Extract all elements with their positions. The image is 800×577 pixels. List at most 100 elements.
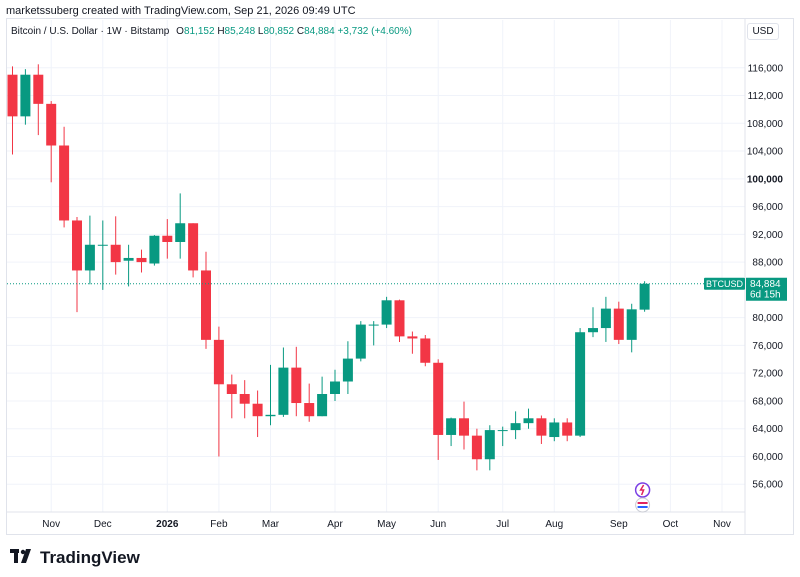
chart-credit: marketssuberg created with TradingView.c… [6, 5, 356, 17]
candle-body [317, 394, 328, 417]
x-tick-label: Apr [327, 519, 343, 530]
candle-body [536, 418, 547, 436]
open-value: 81,152 [183, 26, 215, 37]
candle-body [136, 257, 147, 263]
candle-body [59, 145, 70, 221]
candle-body [626, 309, 637, 340]
x-tick-label: Jul [496, 519, 509, 530]
candle-body [252, 403, 263, 417]
x-tick-label: Sep [610, 519, 628, 530]
candle-body [149, 235, 160, 264]
close-value: 84,884 [304, 26, 335, 37]
y-tick-label: 72,000 [752, 369, 783, 380]
candle-body [110, 244, 121, 263]
x-tick-label: 2026 [156, 519, 179, 530]
candle-body [433, 362, 444, 435]
candle-body [33, 74, 44, 104]
x-tick-label: Feb [210, 519, 228, 530]
open-label: O [176, 26, 184, 37]
x-tick-label: Nov [713, 519, 731, 530]
tradingview-logo: TradingView [10, 547, 140, 568]
x-tick-label: Dec [94, 519, 112, 530]
candle-body [446, 418, 457, 435]
price-tag-countdown: 6d 15h [750, 290, 781, 301]
y-tick-label: 116,000 [748, 63, 784, 74]
price-tag-value: 84,884 [750, 279, 781, 290]
low-label: L [257, 26, 264, 37]
flag-stripe-icon [637, 502, 648, 504]
candle-body [471, 435, 482, 460]
candle-body [72, 220, 82, 271]
candle-body [46, 103, 57, 146]
y-tick-label: 56,000 [752, 480, 783, 491]
candle-body [407, 336, 418, 339]
y-tick-label: 60,000 [752, 452, 783, 463]
price-tag [746, 277, 787, 301]
candle-body [175, 223, 186, 242]
y-tick-label: 64,000 [752, 424, 783, 435]
symbol-legend: Bitcoin / U.S. Dollar · 1W · Bitstamp O8… [11, 26, 412, 37]
y-tick-label: 76,000 [752, 341, 783, 352]
symbol-tag-text: BTCUSD [706, 279, 744, 289]
y-tick-label: 68,000 [752, 396, 783, 407]
candle-body [394, 300, 405, 337]
event-flag-icon [635, 497, 651, 513]
candle-body [459, 418, 469, 436]
candle-body [201, 270, 211, 340]
high-label: H [217, 26, 225, 37]
candle-body [123, 257, 134, 261]
candle-body [600, 308, 611, 329]
candle-body [562, 422, 573, 436]
currency-button[interactable]: USD [747, 23, 779, 40]
x-tick-label: May [377, 519, 396, 530]
y-tick-label: 92,000 [752, 230, 783, 241]
candle-body [330, 381, 340, 394]
candle-body [97, 244, 108, 246]
candle-body [484, 430, 495, 460]
y-tick-label: 80,000 [752, 313, 783, 324]
x-tick-label: Nov [42, 519, 60, 530]
candle-body [381, 300, 392, 325]
candle-body [497, 430, 508, 432]
y-tick-label: 104,000 [747, 147, 784, 158]
y-tick-label: 100,000 [747, 174, 784, 185]
candle-body [291, 367, 302, 404]
symbol-tag [704, 277, 745, 290]
x-tick-label: Oct [663, 519, 679, 530]
x-tick-label: Aug [545, 519, 563, 530]
candle-body [162, 235, 173, 242]
flag-stripe-icon [637, 506, 648, 508]
candle-body [239, 394, 250, 404]
candle-body [510, 423, 521, 431]
chart-frame [6, 18, 794, 535]
candle-body [639, 283, 650, 310]
x-tick-label: Mar [262, 519, 280, 530]
candle-body [20, 74, 31, 117]
x-tick-label: Jun [430, 519, 446, 530]
candle-body [278, 367, 289, 415]
lightning-glyph-icon [639, 484, 645, 496]
candle-body [588, 328, 598, 333]
tradingview-logo-text: TradingView [40, 547, 140, 567]
low-value: 80,852 [263, 26, 295, 37]
close-label: C [296, 26, 305, 37]
y-tick-label: 108,000 [747, 119, 784, 130]
y-tick-label: 112,000 [748, 91, 784, 102]
candle-body [355, 324, 366, 359]
candle-body [342, 358, 353, 382]
y-tick-label: 88,000 [752, 258, 783, 269]
candle-body [304, 403, 315, 417]
candle-body [7, 74, 18, 117]
candle-body [523, 418, 534, 424]
y-tick-label: 96,000 [752, 202, 783, 213]
candle-body [84, 244, 95, 271]
change-value: +3,732 (+4.60%) [337, 26, 412, 37]
candle-body [213, 339, 224, 385]
candle-body [575, 332, 586, 436]
symbol-name: Bitcoin / U.S. Dollar · 1W · Bitstamp [11, 26, 170, 37]
candle-body [613, 308, 624, 340]
high-value: 85,248 [224, 26, 256, 37]
candle-body [420, 338, 431, 363]
candle-body [265, 414, 276, 417]
